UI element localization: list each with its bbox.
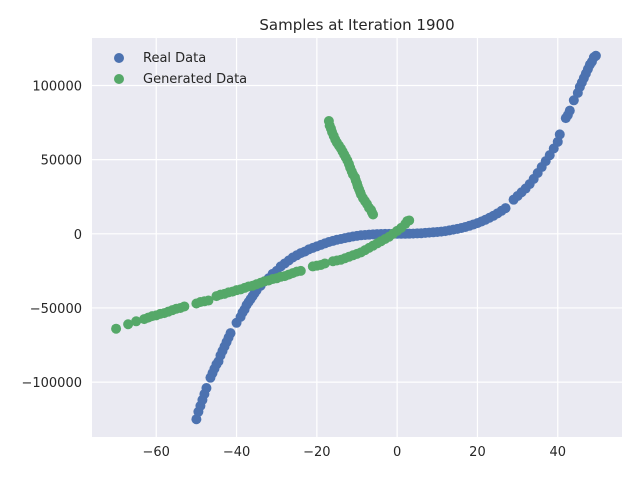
data-point bbox=[568, 95, 579, 106]
data-point bbox=[179, 301, 190, 312]
data-point bbox=[404, 215, 415, 226]
x-tick-label: −60 bbox=[143, 445, 170, 460]
legend-label-generated: Generated Data bbox=[143, 72, 247, 87]
x-tick-label: −20 bbox=[303, 445, 330, 460]
data-point bbox=[500, 203, 511, 214]
y-tick-label: 0 bbox=[74, 228, 82, 243]
legend: Real Data Generated Data bbox=[114, 51, 247, 87]
data-point bbox=[131, 316, 142, 327]
legend-marker-real bbox=[114, 53, 124, 63]
chart-title: Samples at Iteration 1900 bbox=[259, 16, 454, 34]
data-point bbox=[554, 129, 565, 140]
data-point bbox=[323, 116, 334, 127]
data-points bbox=[111, 50, 601, 425]
x-tick-label: 0 bbox=[393, 445, 401, 460]
data-point bbox=[225, 328, 236, 339]
data-point bbox=[111, 323, 122, 334]
data-point bbox=[590, 50, 601, 61]
data-point bbox=[123, 319, 134, 330]
y-tick-label: 100000 bbox=[32, 79, 82, 94]
data-point bbox=[201, 383, 212, 394]
x-axis: −60 −40 −20 0 20 40 bbox=[143, 445, 567, 460]
y-tick-label: −100000 bbox=[21, 376, 82, 391]
x-tick-label: 20 bbox=[469, 445, 486, 460]
data-point bbox=[319, 258, 330, 269]
data-point bbox=[295, 265, 306, 276]
series-generated-data bbox=[111, 116, 415, 334]
y-axis: −100000 −50000 0 50000 100000 bbox=[21, 79, 82, 391]
y-tick-label: 50000 bbox=[41, 154, 82, 169]
x-tick-label: 40 bbox=[549, 445, 566, 460]
data-point bbox=[564, 105, 575, 116]
data-point bbox=[203, 295, 214, 306]
x-tick-label: −40 bbox=[223, 445, 250, 460]
legend-marker-generated bbox=[114, 74, 124, 84]
y-tick-label: −50000 bbox=[30, 302, 82, 317]
legend-label-real: Real Data bbox=[143, 51, 206, 66]
